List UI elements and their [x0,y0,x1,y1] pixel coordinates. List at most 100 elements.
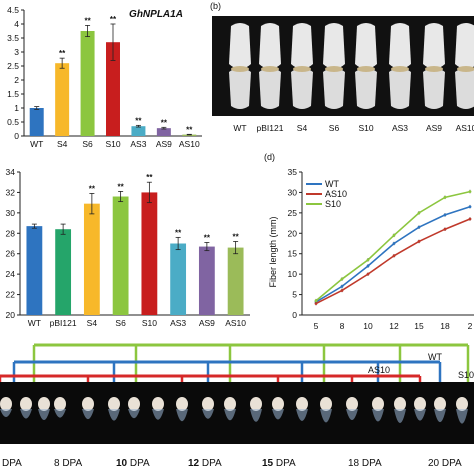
chart-d-ytick-label: 15 [288,249,298,259]
seed-line [457,66,474,72]
ovule-fiber [128,409,140,419]
fiber-bundle-bottom [455,68,474,109]
chart-a-ytick-label: 0 [14,131,19,141]
s10-line-label: S10 [458,370,474,380]
chart-a-significance: ** [84,16,91,25]
series-point [366,264,370,268]
ovule [54,397,66,411]
series-point [443,227,447,231]
ovule-fiber [394,409,406,423]
ovule [224,397,236,411]
series-point [340,289,344,292]
ovule [296,397,308,411]
chart-d-xtick-label: 15 [414,321,424,331]
dpa-labels: DPA 8 DPA 10 DPA 12 DPA 15 DPA 18 DPA 20 DPA [2,458,462,469]
photo-b-label: AS10 [456,123,474,133]
ovule [434,397,446,411]
photo-b-labels: WT pBI121 S4 S6 S10 AS3 AS9 AS10 [233,123,474,133]
connector-lines: S10 WT AS10 [0,343,474,386]
series-point [314,302,318,305]
chart-a-bar [80,31,95,136]
ovule-fiber [346,409,358,420]
series-point [468,205,472,209]
chart-c-bar [112,196,129,315]
fiber-bundle-bottom [229,68,251,109]
ovule [394,397,406,411]
seed-line [293,66,311,72]
chart-d-xtick-label: 8 [340,321,345,331]
ovule [38,397,50,411]
ovule-fiber [414,409,426,421]
series-point [392,233,396,237]
chart-c-bar [55,229,72,315]
chart-c-ytick-label: 30 [6,208,16,218]
fiber-bundle-bottom [423,68,445,109]
ovule-fiber [202,409,214,419]
chart-d-xtick-label: 10 [363,321,373,331]
seed-line [357,66,375,72]
chart-a-ytick-label: 2.5 [7,61,19,71]
chart-a-significance: ** [135,116,142,125]
chart-a-significance: ** [110,15,117,24]
ovule [372,397,384,411]
series-point [443,213,447,217]
chart-c-ytick-label: 26 [6,249,16,259]
chart-c-bar [198,246,215,315]
chart-c-ytick-label: 24 [6,269,16,279]
fiber-bundle-top [229,23,251,69]
chart-d-ytick-label: 20 [288,228,298,238]
chart-d-xtick-label: 12 [389,321,399,331]
ovule-fiber [456,409,468,424]
fiber-bar-chart: 20 22 24 26 28 30 32 34 WT pBI121 ** S4 ** S6 ** S10 ** A… [6,167,250,328]
photo-b-label: pBI121 [257,123,284,133]
ovule [346,397,358,411]
ovule-fiber [372,409,384,422]
chart-c-xtick-label: AS10 [225,318,246,328]
ovule [272,397,284,411]
series-point [417,211,421,215]
series-point [417,225,421,229]
fiber-bundle-bottom [389,68,411,109]
series-point [392,242,396,245]
chart-c-significance: ** [175,228,182,237]
chart-c-xtick-label: pBI121 [50,318,77,328]
fiber-bundle-bottom [355,68,377,109]
chart-a-bar [55,63,70,137]
series-point [468,190,472,194]
photo-b-label: S10 [358,123,373,133]
chart-a-ytick-label: 3.5 [7,33,19,43]
dpa-label: 8 DPA [54,458,82,469]
series-point [366,258,370,262]
ovule [320,397,332,411]
ovule [202,397,214,411]
chart-a-title: GhNPLA1A [129,9,183,20]
chart-a-xtick-label: AS3 [130,139,146,149]
dpa-label: 20 DPA [428,458,462,469]
series-point [417,240,421,243]
photo-b-label: S4 [297,123,308,133]
series-line-wt [315,205,471,303]
ovule-fiber [54,409,66,418]
series-line-as10 [315,218,471,305]
chart-c-ytick-label: 28 [6,228,16,238]
chart-a-ytick-label: 1 [14,103,19,113]
chart-c-bar [26,226,43,315]
series-point [443,195,447,199]
chart-c-bar [170,243,187,315]
seed-line [261,66,279,72]
chart-a-ytick-label: 3 [14,47,19,57]
chart-d-ytick-label: 10 [288,269,298,279]
ovule-fiber [38,409,50,420]
ovule [108,397,120,411]
series-point [468,217,472,221]
chart-a-bar [182,134,197,136]
fiber-bundle-bottom [259,68,281,109]
chart-d-ytick-label: 5 [292,290,297,300]
fiber-bundle-top [455,23,474,69]
as10-line-label: AS10 [368,365,390,375]
chart-c-bar [83,203,100,315]
chart-a-significance: ** [186,125,193,134]
chart-a-bar [156,128,171,136]
legend-label: AS10 [325,189,347,199]
fiber-bundle-top [259,23,281,69]
